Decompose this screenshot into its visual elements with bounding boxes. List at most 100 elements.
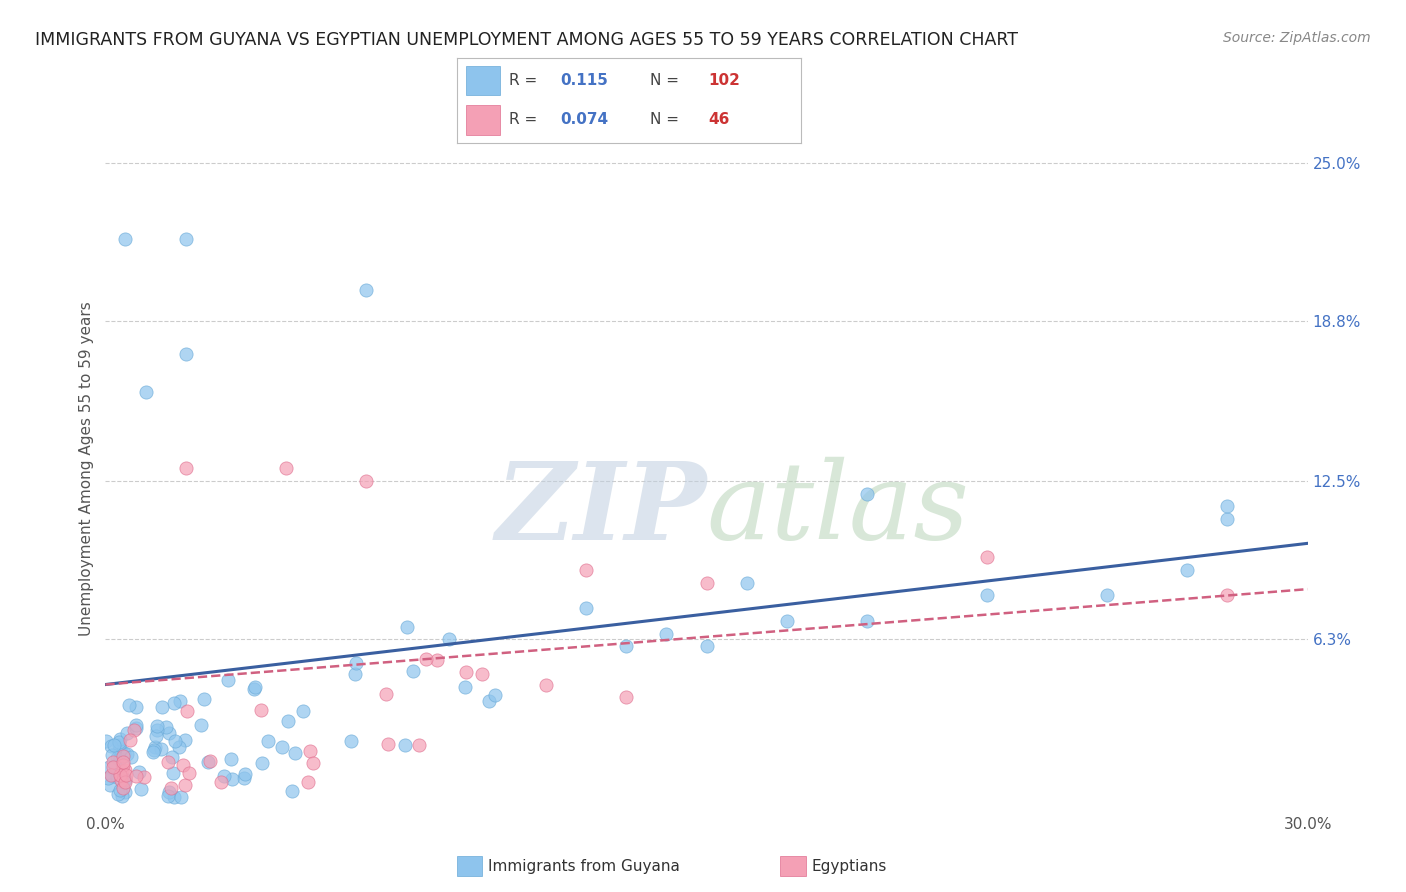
Point xyxy=(274,461,297,475)
Point xyxy=(114,773,136,788)
Text: Egyptians: Egyptians xyxy=(811,859,887,873)
Point xyxy=(124,723,146,738)
Point xyxy=(111,789,134,804)
Point xyxy=(115,747,138,761)
Point xyxy=(233,771,256,785)
Point xyxy=(735,575,758,590)
Point xyxy=(112,780,135,795)
Point xyxy=(174,779,197,793)
Point xyxy=(160,749,183,764)
Text: 46: 46 xyxy=(709,112,730,128)
Point xyxy=(377,737,399,751)
Point xyxy=(198,754,221,768)
Point xyxy=(855,487,877,501)
Point xyxy=(250,756,273,771)
Text: atlas: atlas xyxy=(707,457,970,562)
Text: Immigrants from Guyana: Immigrants from Guyana xyxy=(488,859,679,873)
Point xyxy=(110,769,132,783)
Point xyxy=(105,750,128,764)
Point xyxy=(163,734,186,748)
Text: 0.074: 0.074 xyxy=(561,112,609,128)
Point xyxy=(343,667,366,681)
Point xyxy=(156,756,179,770)
Point xyxy=(174,232,197,246)
Point xyxy=(107,738,129,752)
Point xyxy=(98,760,121,774)
Point xyxy=(157,789,180,803)
Point xyxy=(233,766,256,780)
Point xyxy=(243,680,266,694)
Point xyxy=(354,283,377,297)
Point xyxy=(107,743,129,757)
Point xyxy=(107,787,129,801)
Point xyxy=(112,749,135,764)
Point xyxy=(1216,500,1239,514)
Point xyxy=(108,768,131,782)
Point xyxy=(170,790,193,805)
Point xyxy=(104,759,127,773)
Point xyxy=(655,626,678,640)
Point xyxy=(145,730,167,744)
Point xyxy=(169,694,191,708)
Point xyxy=(112,746,135,760)
Point xyxy=(408,738,430,752)
Point xyxy=(616,690,638,705)
Bar xyxy=(465,105,501,135)
Point xyxy=(776,614,799,628)
Point xyxy=(212,769,235,783)
Point xyxy=(534,677,557,691)
Point xyxy=(454,665,477,679)
Point xyxy=(146,723,169,737)
Point xyxy=(976,589,998,603)
Point xyxy=(114,772,136,786)
Point xyxy=(302,756,325,771)
Point xyxy=(257,734,280,748)
Point xyxy=(855,614,877,628)
Point xyxy=(103,755,125,769)
Point xyxy=(270,739,292,754)
Point xyxy=(1177,563,1199,577)
Point xyxy=(1216,589,1239,603)
Point xyxy=(114,232,136,246)
Point xyxy=(297,775,319,789)
Point xyxy=(162,789,184,804)
Point xyxy=(169,739,191,754)
Point xyxy=(174,461,197,475)
Point xyxy=(616,640,638,654)
Point xyxy=(163,696,186,710)
Point xyxy=(117,698,139,712)
Point xyxy=(150,742,173,756)
Y-axis label: Unemployment Among Ages 55 to 59 years: Unemployment Among Ages 55 to 59 years xyxy=(79,301,94,636)
Point xyxy=(484,689,506,703)
Point xyxy=(97,771,120,785)
Point xyxy=(172,758,194,772)
Point xyxy=(221,772,243,786)
Point xyxy=(354,474,377,488)
Text: 102: 102 xyxy=(709,72,741,87)
Point xyxy=(110,731,132,746)
Point xyxy=(243,681,266,696)
Point xyxy=(134,770,156,784)
Point xyxy=(298,744,321,758)
Point xyxy=(197,755,219,769)
Point xyxy=(426,653,449,667)
Point xyxy=(179,765,201,780)
Point xyxy=(281,784,304,798)
Point xyxy=(150,699,173,714)
Point xyxy=(575,563,598,577)
Point xyxy=(143,739,166,754)
Point xyxy=(219,752,242,766)
Point xyxy=(129,782,152,797)
Point xyxy=(142,745,165,759)
Point xyxy=(160,780,183,795)
Text: N =: N = xyxy=(650,72,679,87)
Point xyxy=(174,732,197,747)
Point xyxy=(108,752,131,766)
Point xyxy=(976,550,998,565)
Point xyxy=(105,770,128,784)
Point xyxy=(394,739,416,753)
Point xyxy=(395,620,418,634)
Point xyxy=(176,704,198,718)
Text: 0.115: 0.115 xyxy=(561,72,609,87)
Point xyxy=(291,704,314,718)
